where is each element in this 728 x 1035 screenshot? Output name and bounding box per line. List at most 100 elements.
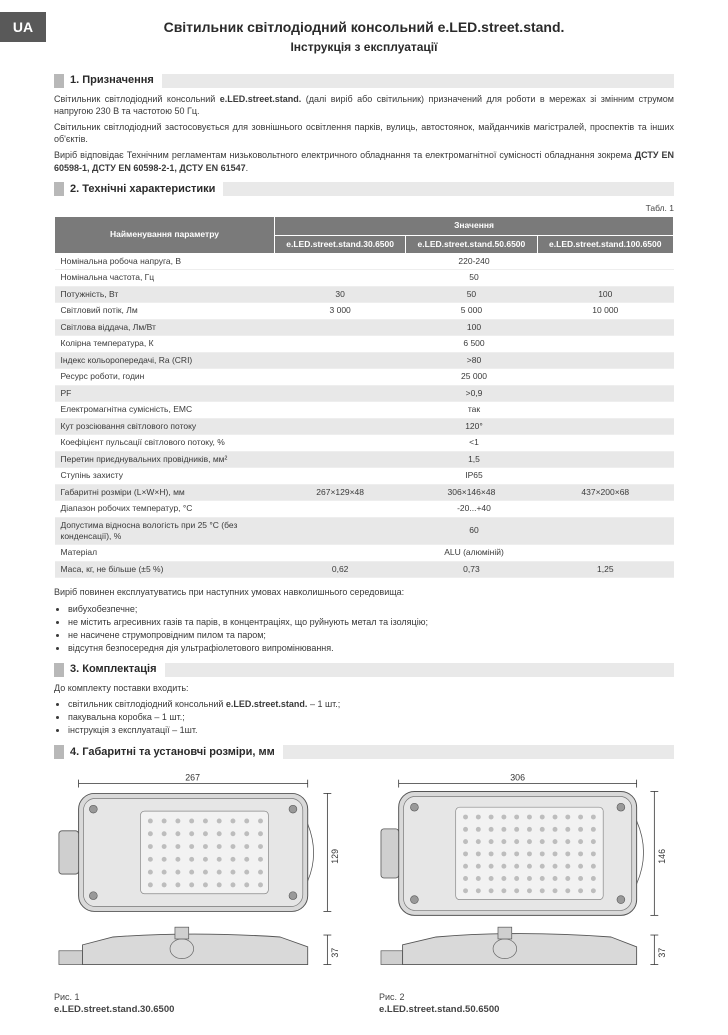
kit-intro: До комплекту поставки входить: — [54, 682, 674, 694]
table-row: Ступінь захистуIP65 — [55, 468, 674, 484]
table-param-cell: Ресурс роботи, годин — [55, 369, 275, 385]
table-row: Світловий потік, Лм3 0005 00010 000 — [55, 303, 674, 319]
table-row: Індекс кольоропередачі, Ra (CRI)>80 — [55, 352, 674, 368]
table-value-cell: -20...+40 — [275, 501, 674, 517]
table-param-cell: Коефіцієнт пульсації світлового потоку, … — [55, 435, 275, 451]
fig2-width-label: 306 — [510, 773, 525, 783]
figure-1-drawing: 267 — [54, 769, 349, 987]
intro-p1-bold: e.LED.street.stand. — [220, 94, 302, 104]
document-header: Світильник світлодіодний консольний e.LE… — [0, 0, 728, 65]
table-value-cell: 3 000 — [275, 303, 406, 319]
table-value-cell: >0,9 — [275, 385, 674, 401]
table-value-cell: 60 — [275, 517, 674, 545]
table-row: Перетин приєднувальних провідників, мм²1… — [55, 451, 674, 467]
table-row: Електромагнітна сумісність, ЕМСтак — [55, 402, 674, 418]
table-param-cell: Габаритні розміри (L×W×H), мм — [55, 484, 275, 500]
table-param-cell: Потужність, Вт — [55, 286, 275, 302]
table-header-model-3: e.LED.street.stand.100.6500 — [537, 235, 673, 253]
table-value-cell: IP65 — [275, 468, 674, 484]
section-stub-icon — [54, 182, 64, 196]
table-row: Діапазон робочих температур, °С-20...+40 — [55, 501, 674, 517]
table-value-cell: 30 — [275, 286, 406, 302]
section-4-label: 4. Габаритні та установчі розміри, мм — [70, 745, 275, 760]
table-param-cell: Колірна температура, К — [55, 336, 275, 352]
fig1-height-label: 129 — [330, 849, 340, 864]
specifications-table: Найменування параметру Значення e.LED.st… — [54, 216, 674, 578]
table-value-cell: 50 — [406, 286, 537, 302]
section-stub-icon — [54, 74, 64, 88]
list-item: відсутня безпосередня дія ультрафіолетов… — [68, 642, 674, 654]
table-param-cell: Ступінь захисту — [55, 468, 275, 484]
table-row: Допустима відносна вологість при 25 °С (… — [55, 517, 674, 545]
figure-1: 267 — [54, 769, 349, 1017]
table-row: Колірна температура, К6 500 — [55, 336, 674, 352]
section-2-label: 2. Технічні характеристики — [70, 182, 215, 197]
fig1-caption-prefix: Рис. 1 — [54, 992, 80, 1002]
table-row: Габаритні розміри (L×W×H), мм267×129×483… — [55, 484, 674, 500]
table-row: Номінальна робоча напруга, В220-240 — [55, 254, 674, 270]
table-value-cell: 100 — [275, 319, 674, 335]
section-heading-3: 3. Комплектація — [54, 662, 674, 677]
intro-p1-a: Світильник світлодіодний консольний — [54, 94, 220, 104]
table-value-cell: 220-240 — [275, 254, 674, 270]
table-value-cell: 120° — [275, 418, 674, 434]
table-param-cell: Світлова віддача, Лм/Вт — [55, 319, 275, 335]
table-param-cell: Допустима відносна вологість при 25 °С (… — [55, 517, 275, 545]
table-row: Потужність, Вт3050100 — [55, 286, 674, 302]
table-value-cell: 10 000 — [537, 303, 673, 319]
kit-list: світильник світлодіодний консольний e.LE… — [54, 698, 674, 736]
table-param-cell: Діапазон робочих температур, °С — [55, 501, 275, 517]
fig1-side-label: 37 — [330, 948, 340, 958]
conditions-intro: Виріб повинен експлуатуватись при наступ… — [54, 586, 674, 598]
figure-2: 306 146 — [379, 769, 674, 1017]
table-row: Кут розсіювання світлового потоку120° — [55, 418, 674, 434]
table-header-model-2: e.LED.street.stand.50.6500 — [406, 235, 537, 253]
figure-2-caption: Рис. 2 e.LED.street.stand.50.6500 — [379, 991, 674, 1017]
table-row: Коефіцієнт пульсації світлового потоку, … — [55, 435, 674, 451]
section-tail-bar — [223, 182, 674, 196]
table-value-cell: 1,25 — [537, 561, 673, 577]
list-item: інструкція з експлуатації – 1шт. — [68, 724, 674, 736]
table-caption: Табл. 1 — [54, 203, 674, 214]
table-param-cell: Кут розсіювання світлового потоку — [55, 418, 275, 434]
table-value-cell: 25 000 — [275, 369, 674, 385]
section-heading-4: 4. Габаритні та установчі розміри, мм — [54, 745, 674, 760]
section-tail-bar — [283, 745, 674, 759]
table-value-cell: 0,73 — [406, 561, 537, 577]
document-subtitle: Інструкція з експлуатації — [0, 39, 728, 55]
table-header-parameter: Найменування параметру — [55, 217, 275, 254]
table-value-cell: >80 — [275, 352, 674, 368]
intro-paragraph-2: Світильник світлодіодний застосовується … — [54, 121, 674, 145]
language-tab: UA — [0, 12, 46, 42]
intro-paragraph-1: Світильник світлодіодний консольний e.LE… — [54, 93, 674, 117]
section-tail-bar — [165, 663, 674, 677]
table-param-cell: Маса, кг, не більше (±5 %) — [55, 561, 275, 577]
table-param-cell: Матеріал — [55, 545, 275, 561]
section-stub-icon — [54, 745, 64, 759]
table-param-cell: Перетин приєднувальних провідників, мм² — [55, 451, 275, 467]
list-item: пакувальна коробка – 1 шт.; — [68, 711, 674, 723]
table-param-cell: Номінальна частота, Гц — [55, 270, 275, 286]
table-param-cell: PF — [55, 385, 275, 401]
table-header-value: Значення — [275, 217, 674, 235]
table-param-cell: Індекс кольоропередачі, Ra (CRI) — [55, 352, 275, 368]
table-value-cell: 50 — [275, 270, 674, 286]
figure-2-drawing: 306 146 — [379, 769, 674, 987]
figure-1-caption: Рис. 1 e.LED.street.stand.30.6500 — [54, 991, 349, 1017]
list-item: вибухобезпечне; — [68, 603, 674, 615]
table-header-model-1: e.LED.street.stand.30.6500 — [275, 235, 406, 253]
fig2-caption-model: e.LED.street.stand.50.6500 — [379, 1004, 499, 1015]
conditions-list: вибухобезпечне;не містить агресивних газ… — [54, 603, 674, 655]
table-row: Номінальна частота, Гц50 — [55, 270, 674, 286]
figures-row: 267 — [54, 769, 674, 1017]
table-row: МатеріалALU (алюміній) — [55, 545, 674, 561]
section-3-label: 3. Комплектація — [70, 662, 157, 677]
list-item: світильник світлодіодний консольний e.LE… — [68, 698, 674, 710]
table-value-cell: 6 500 — [275, 336, 674, 352]
table-value-cell: 1,5 — [275, 451, 674, 467]
table-value-cell: 0,62 — [275, 561, 406, 577]
fig1-width-label: 267 — [185, 773, 200, 783]
table-value-cell: <1 — [275, 435, 674, 451]
section-stub-icon — [54, 663, 64, 677]
fig2-caption-prefix: Рис. 2 — [379, 992, 405, 1002]
